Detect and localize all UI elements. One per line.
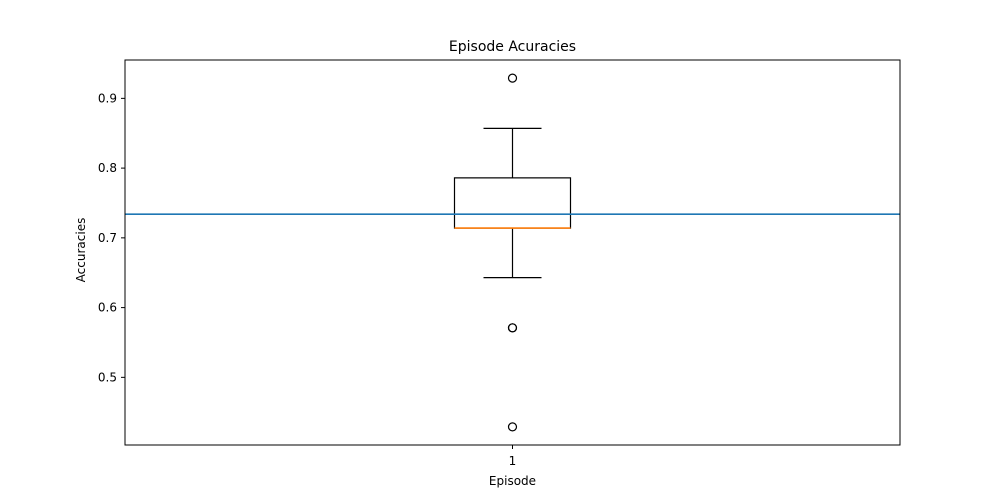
y-tick-label: 0.8 <box>98 161 117 175</box>
chart-title: Episode Acuracies <box>449 39 576 55</box>
plot-frame <box>124 59 901 446</box>
x-axis-label: Episode <box>489 474 536 488</box>
y-tick-label: 0.6 <box>98 301 117 315</box>
outlier-point <box>507 323 518 333</box>
y-tick-label: 0.5 <box>98 370 117 384</box>
outlier-point <box>507 73 518 83</box>
plot-area: 0.5 0.6 0.7 0.8 0.9 1 <box>98 59 901 468</box>
outlier-point <box>507 422 518 432</box>
y-tick-label: 0.7 <box>98 231 117 245</box>
y-axis-label: Accuracies <box>74 218 88 283</box>
y-tick-label: 0.9 <box>98 91 117 105</box>
x-tick-label: 1 <box>509 454 517 468</box>
